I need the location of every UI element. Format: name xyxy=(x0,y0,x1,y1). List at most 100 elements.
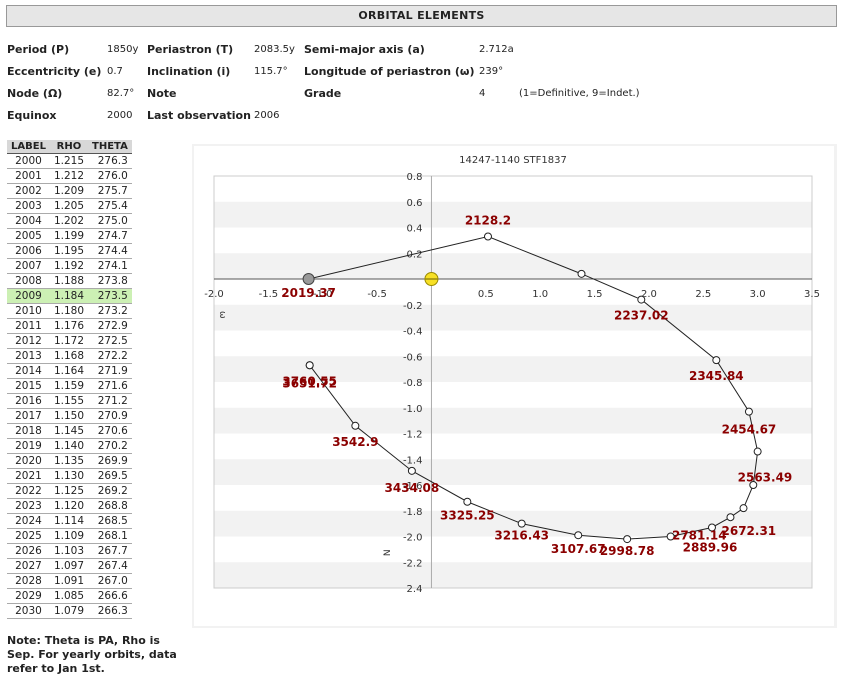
cell-theta: 274.7 xyxy=(88,228,132,244)
cell-theta: 270.9 xyxy=(88,408,132,424)
grid-band xyxy=(214,562,812,588)
cell-theta: 272.5 xyxy=(88,333,132,349)
table-row: 2027 1.097 267.4 xyxy=(7,558,132,574)
cell-rho: 1.205 xyxy=(49,198,88,214)
cell-rho: 1.172 xyxy=(49,333,88,349)
table-row: 2028 1.091 267.0 xyxy=(7,573,132,589)
column-header-rho: RHO xyxy=(49,140,88,154)
longitude-periastron-label: Longitude of periastron (ω) xyxy=(304,65,475,78)
table-row: 2020 1.135 269.9 xyxy=(7,453,132,469)
cell-theta: 273.5 xyxy=(88,288,132,304)
x-tick-label: 1.0 xyxy=(532,289,548,300)
orbit-point xyxy=(577,269,586,278)
x-tick-label: -2.0 xyxy=(204,289,224,300)
x-tick-label: -1.0 xyxy=(313,289,333,300)
cell-rho: 1.168 xyxy=(49,348,88,364)
cell-label: 2022 xyxy=(7,483,50,499)
table-row: 2002 1.209 275.7 xyxy=(7,183,132,199)
table-row: 2015 1.159 271.6 xyxy=(7,378,132,394)
x-tick-label: -0.5 xyxy=(367,289,387,300)
cell-theta: 275.0 xyxy=(88,213,132,229)
y-tick-label: -2.2 xyxy=(403,558,423,569)
period-value: 1850y xyxy=(107,44,139,55)
cell-theta: 266.3 xyxy=(88,603,132,619)
eccentricity-value: 0.7 xyxy=(107,66,123,77)
point-label: 3760.55 xyxy=(282,374,337,388)
x-tick-label: 0.5 xyxy=(478,289,494,300)
cell-rho: 1.195 xyxy=(49,243,88,259)
cell-theta: 274.4 xyxy=(88,243,132,259)
cell-rho: 1.079 xyxy=(49,603,88,619)
orbit-point xyxy=(623,535,632,544)
y-tick-label: 0.6 xyxy=(407,198,423,209)
cell-label: 2008 xyxy=(7,273,50,289)
table-row: 2010 1.180 273.2 xyxy=(7,303,132,319)
x-tick-label: 2.5 xyxy=(695,289,711,300)
cell-rho: 1.120 xyxy=(49,498,88,514)
point-label: 3651.72 xyxy=(282,376,337,390)
cell-rho: 1.130 xyxy=(49,468,88,484)
cell-label: 2025 xyxy=(7,528,50,544)
table-row: 2025 1.109 268.1 xyxy=(7,528,132,544)
cell-label: 2017 xyxy=(7,408,50,424)
table-row: 2017 1.150 270.9 xyxy=(7,408,132,424)
note-label: Note xyxy=(147,87,177,100)
cell-theta: 267.4 xyxy=(88,558,132,574)
orbit-point xyxy=(712,356,721,365)
chart-title: 14247-1140 STF1837 xyxy=(459,155,567,166)
cell-rho: 1.202 xyxy=(49,213,88,229)
cell-label: 2009 xyxy=(7,288,50,304)
y-axis-label: N xyxy=(380,549,390,556)
cell-label: 2023 xyxy=(7,498,50,514)
table-row: 2009 1.184 273.5 xyxy=(7,288,132,304)
last-observation-value: 2006 xyxy=(254,110,280,121)
cell-theta: 270.6 xyxy=(88,423,132,439)
cell-rho: 1.109 xyxy=(49,528,88,544)
equinox-value: 2000 xyxy=(107,110,133,121)
y-tick-label: -2.0 xyxy=(403,533,423,544)
orbit-point xyxy=(739,504,748,513)
cell-label: 2016 xyxy=(7,393,50,409)
x-tick-label: 2.0 xyxy=(641,289,657,300)
cell-label: 2000 xyxy=(7,153,50,169)
cell-theta: 274.1 xyxy=(88,258,132,274)
cell-rho: 1.097 xyxy=(49,558,88,574)
x-tick-label: 3.0 xyxy=(750,289,766,300)
cell-theta: 276.3 xyxy=(88,153,132,169)
table-row: 2019 1.140 270.2 xyxy=(7,438,132,454)
cell-theta: 275.4 xyxy=(88,198,132,214)
table-row: 2001 1.212 276.0 xyxy=(7,168,132,184)
cell-theta: 271.6 xyxy=(88,378,132,394)
cell-label: 2007 xyxy=(7,258,50,274)
table-row: 2030 1.079 266.3 xyxy=(7,603,132,619)
cell-label: 2028 xyxy=(7,573,50,589)
cell-rho: 1.180 xyxy=(49,303,88,319)
cell-rho: 1.215 xyxy=(49,153,88,169)
cell-rho: 1.155 xyxy=(49,393,88,409)
cell-label: 2011 xyxy=(7,318,50,334)
point-label: 3216.43 xyxy=(494,529,549,543)
cell-theta: 273.2 xyxy=(88,303,132,319)
cell-label: 2005 xyxy=(7,228,50,244)
point-label: 2345.84 xyxy=(689,369,744,383)
cell-rho: 1.209 xyxy=(49,183,88,199)
point-label: 2998.78 xyxy=(600,544,655,558)
ephemeris-table: LABEL RHO THETA 2000 1.215 276.3 2001 1.212 2… xyxy=(7,140,132,619)
orbit-point xyxy=(517,519,526,528)
cell-theta: 268.5 xyxy=(88,513,132,529)
cell-theta: 269.5 xyxy=(88,468,132,484)
x-axis-label: ω xyxy=(217,311,227,319)
cell-theta: 275.7 xyxy=(88,183,132,199)
cell-rho: 1.192 xyxy=(49,258,88,274)
cell-label: 2010 xyxy=(7,303,50,319)
point-label: 2454.67 xyxy=(722,423,777,437)
point-label: 2889.96 xyxy=(683,541,738,555)
cell-theta: 268.1 xyxy=(88,528,132,544)
cell-label: 2027 xyxy=(7,558,50,574)
point-label: 2781.14 xyxy=(672,528,727,542)
cell-rho: 1.164 xyxy=(49,363,88,379)
cell-rho: 1.125 xyxy=(49,483,88,499)
semi-major-value: 2.712a xyxy=(479,44,514,55)
table-row: 2023 1.120 268.8 xyxy=(7,498,132,514)
table-row: 2021 1.130 269.5 xyxy=(7,468,132,484)
